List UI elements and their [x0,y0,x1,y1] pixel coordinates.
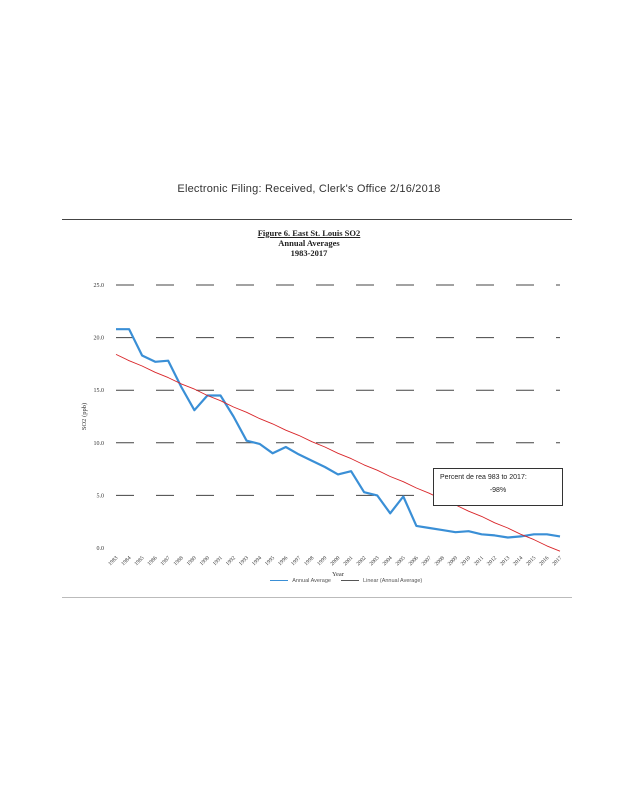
filing-stamp: Electronic Filing: Received, Clerk's Off… [177,183,441,195]
x-tick-label: 2009 [447,555,459,567]
callout-line-1: Percent de rea 983 to 2017: [440,474,527,481]
x-axis-label: Year [332,571,345,578]
x-tick-label: 1993 [238,555,250,567]
x-tick-label: 2008 [434,555,446,567]
x-tick-label: 2013 [499,555,511,567]
y-tick-label: 10.0 [94,441,105,447]
y-tick-label: 20.0 [94,336,105,342]
legend-label-avg: Annual Average [292,578,331,584]
legend-label-trend: Linear (Annual Average) [363,578,423,584]
callout-percent: -98% [489,487,507,494]
x-tick-label: 2012 [486,555,498,567]
x-tick-label: 2005 [395,555,407,567]
x-tick-label: 1996 [277,555,289,567]
x-tick-label: 2006 [408,555,420,567]
legend-swatch-avg [270,580,288,582]
x-tick-label: 2002 [356,555,368,567]
x-tick-label: 1986 [147,555,159,567]
x-tick-label: 1997 [290,555,302,567]
legend-swatch-trend [340,580,359,582]
x-tick-label: 2014 [512,555,524,567]
x-tick-label: 1994 [251,555,263,567]
x-tick-label: 1984 [120,555,132,567]
x-tick-label: 2004 [382,555,394,567]
x-tick-label: 1987 [160,555,172,567]
trend-line [115,353,561,552]
x-tick-label: 2001 [342,555,354,567]
x-tick-label: 1988 [173,555,185,567]
y-tick-label: 15.0 [94,388,105,394]
chart-title-block: Figure 6. East St. Louis SO2 Annual Aver… [0,228,618,258]
annual-average-line [116,328,561,539]
x-tick-label: 1989 [186,555,198,567]
y-tick-label: 5.0 [97,493,105,499]
x-tick-label: 1985 [134,555,146,567]
x-tick-label: 2016 [538,555,550,567]
chart-subtitle-2: 1983-2017 [290,248,328,258]
x-tick-label: 2015 [525,555,537,567]
x-tick-label: 2000 [329,555,341,567]
chart-legend: Annual Average Linear (Annual Average) [262,578,422,584]
chart-subtitle-1: Annual Averages [278,238,340,248]
x-tick-label: 2017 [551,555,563,567]
x-tick-label: 1983 [107,555,119,567]
x-tick-label: 1998 [303,555,315,567]
x-tick-label: 2010 [460,555,472,567]
chart-frame [62,219,572,598]
chart-title: Figure 6. East St. Louis SO2 [257,228,361,238]
y-tick-label: 25.0 [94,283,105,289]
y-axis-label: SO2 (ppb) [81,403,88,430]
percent-decrease-callout: Percent de rea 983 to 2017: -98% [433,468,563,506]
x-tick-label: 1990 [199,555,211,567]
x-tick-label: 2011 [473,555,485,567]
x-tick-label: 1995 [264,555,276,567]
x-tick-label: 1999 [316,555,328,567]
x-tick-label: 2007 [421,555,433,567]
y-tick-label: 0.0 [97,546,105,552]
x-tick-label: 1991 [212,555,224,567]
x-tick-label: 1992 [225,555,237,567]
x-tick-label: 2003 [369,555,381,567]
